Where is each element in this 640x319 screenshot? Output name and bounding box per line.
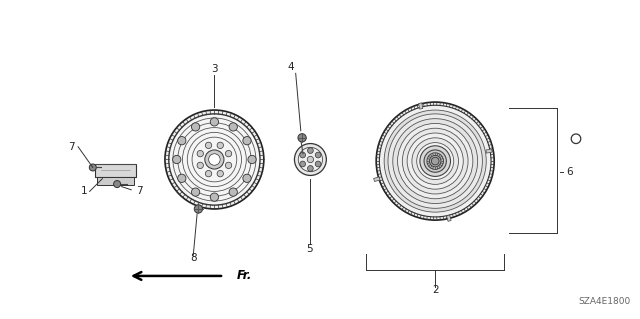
Circle shape xyxy=(217,142,223,149)
Circle shape xyxy=(429,155,441,167)
Circle shape xyxy=(178,174,186,182)
Bar xyxy=(95,164,136,177)
Circle shape xyxy=(294,144,326,175)
Circle shape xyxy=(173,155,181,164)
Bar xyxy=(447,215,451,221)
Text: SZA4E1800: SZA4E1800 xyxy=(578,297,630,306)
Circle shape xyxy=(316,152,321,158)
Circle shape xyxy=(197,162,204,168)
Circle shape xyxy=(229,123,237,131)
Circle shape xyxy=(298,147,323,172)
Circle shape xyxy=(300,161,305,167)
Circle shape xyxy=(403,128,468,194)
Text: 1: 1 xyxy=(81,186,87,197)
Circle shape xyxy=(225,162,232,168)
Circle shape xyxy=(229,188,237,196)
Bar xyxy=(374,177,380,182)
Circle shape xyxy=(248,155,256,164)
Text: 6: 6 xyxy=(566,167,573,177)
Circle shape xyxy=(393,119,477,204)
Circle shape xyxy=(243,174,251,182)
Circle shape xyxy=(412,138,458,184)
Text: 3: 3 xyxy=(211,63,218,74)
Circle shape xyxy=(205,150,224,169)
Circle shape xyxy=(165,110,264,209)
Circle shape xyxy=(420,146,451,176)
Bar xyxy=(97,177,134,185)
Circle shape xyxy=(209,154,220,165)
Circle shape xyxy=(243,137,251,145)
Circle shape xyxy=(191,188,200,196)
Circle shape xyxy=(424,150,446,172)
Circle shape xyxy=(205,170,212,177)
Circle shape xyxy=(388,114,483,208)
Circle shape xyxy=(307,156,314,163)
Circle shape xyxy=(211,193,218,201)
Circle shape xyxy=(211,118,218,126)
Text: Fr.: Fr. xyxy=(237,270,252,282)
Text: 7: 7 xyxy=(68,142,75,152)
Circle shape xyxy=(380,105,491,217)
Circle shape xyxy=(407,133,463,189)
Text: 8: 8 xyxy=(190,253,196,263)
Circle shape xyxy=(205,142,212,149)
Text: 2: 2 xyxy=(432,285,438,295)
Circle shape xyxy=(316,161,321,167)
Circle shape xyxy=(384,110,486,212)
Circle shape xyxy=(397,123,473,199)
Circle shape xyxy=(431,157,439,165)
Circle shape xyxy=(178,137,186,145)
Circle shape xyxy=(298,134,306,142)
Circle shape xyxy=(169,114,260,205)
Circle shape xyxy=(90,164,96,171)
Circle shape xyxy=(114,181,120,188)
Circle shape xyxy=(191,123,200,131)
Circle shape xyxy=(197,151,204,157)
Circle shape xyxy=(225,151,232,157)
Text: 7: 7 xyxy=(136,186,143,197)
Circle shape xyxy=(300,152,305,158)
Circle shape xyxy=(217,170,223,177)
Bar xyxy=(486,149,492,153)
Bar xyxy=(419,103,423,109)
Circle shape xyxy=(417,143,454,180)
Circle shape xyxy=(195,205,202,213)
Circle shape xyxy=(308,148,313,153)
Text: 4: 4 xyxy=(288,62,294,72)
Circle shape xyxy=(376,102,494,220)
Circle shape xyxy=(308,166,313,171)
Text: 5: 5 xyxy=(307,244,313,254)
Circle shape xyxy=(427,153,444,169)
